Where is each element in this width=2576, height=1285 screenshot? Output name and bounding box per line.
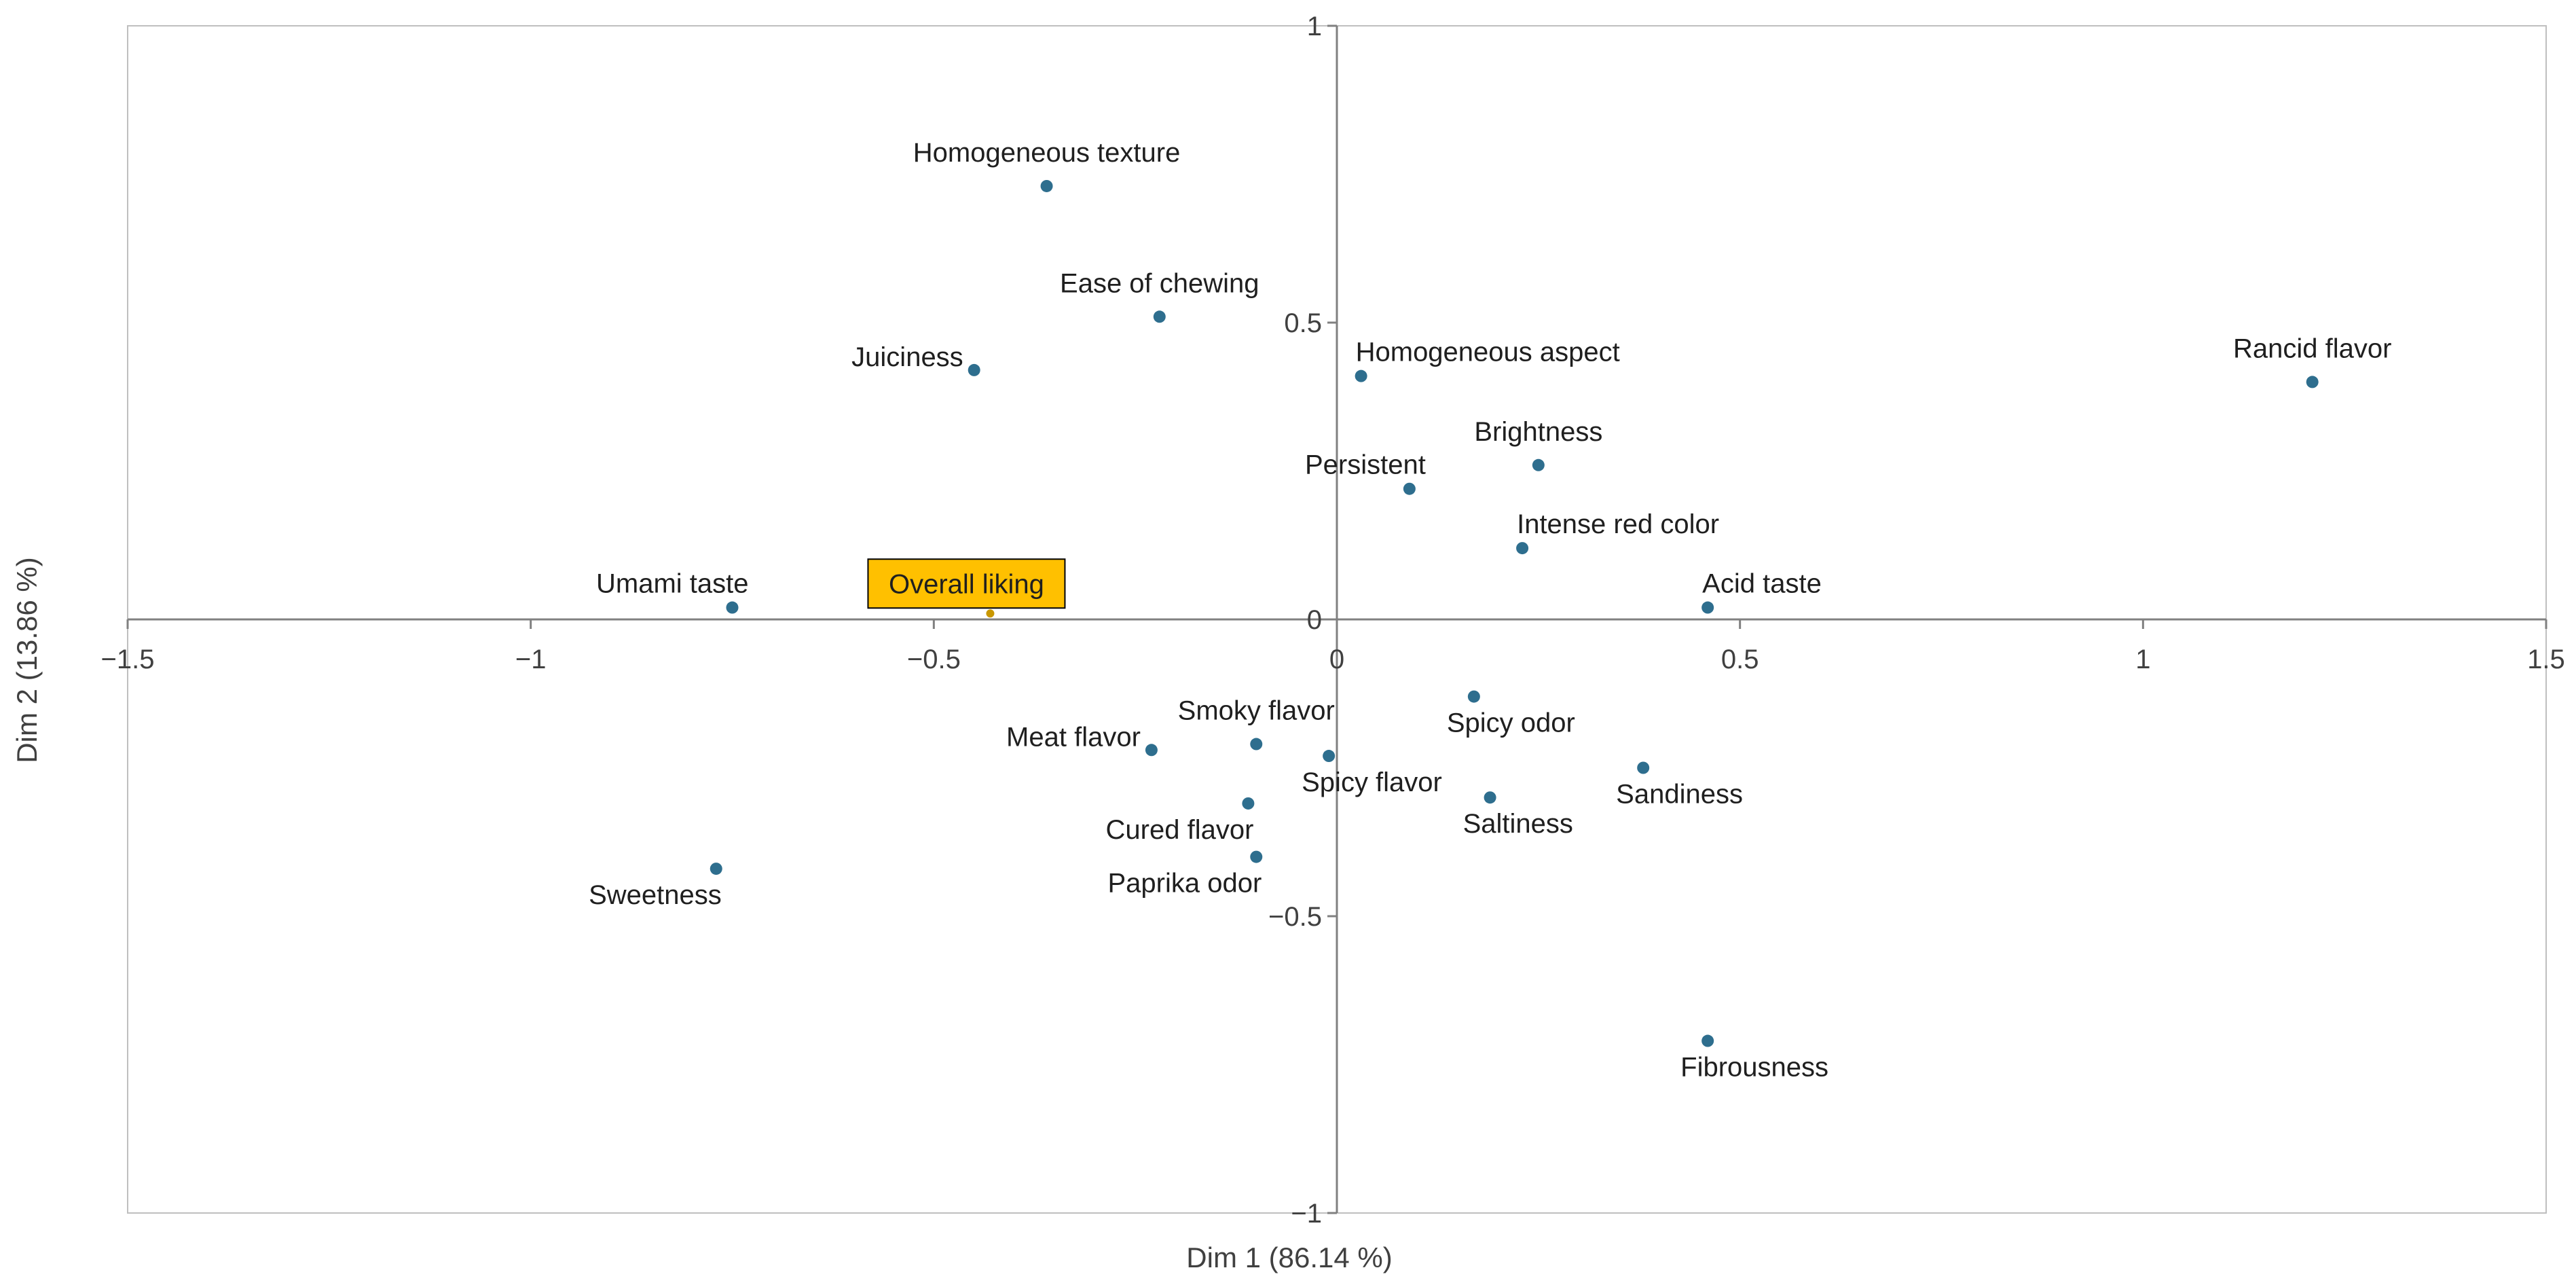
point-paprika-odor xyxy=(1250,850,1263,863)
x-tick-labels: −1.5 −1 −0.5 0 0.5 1 1.5 xyxy=(101,645,2565,674)
label-overall-liking: Overall liking xyxy=(889,569,1044,599)
highlight-box-overall-liking xyxy=(867,558,1066,609)
point-cured-flavor xyxy=(1242,797,1255,810)
point-intense-red-color xyxy=(1516,542,1529,555)
point-persistent xyxy=(1403,482,1416,495)
y-tick-label: 0.5 xyxy=(1284,308,1322,338)
label-rancid-flavor: Rancid flavor xyxy=(2233,333,2391,363)
label-fibrousness: Fibrousness xyxy=(1680,1053,1828,1083)
x-ticks xyxy=(126,619,2547,629)
y-tick-label: −1 xyxy=(1291,1199,1322,1229)
label-persistent: Persistent xyxy=(1305,450,1426,480)
label-spicy-odor: Spicy odor xyxy=(1447,708,1575,738)
label-intense-red-color: Intense red color xyxy=(1517,509,1719,539)
x-tick-label: 0 xyxy=(1329,645,1344,674)
label-acid-taste: Acid taste xyxy=(1702,569,1822,599)
y-ticks xyxy=(1327,24,1337,1214)
label-paprika-odor: Paprika odor xyxy=(1107,869,1262,899)
point-ease-of-chewing xyxy=(1153,310,1166,323)
point-smoky-flavor xyxy=(1250,738,1263,750)
label-brightness: Brightness xyxy=(1474,417,1602,447)
data-points xyxy=(710,179,2319,1047)
label-homogeneous-texture: Homogeneous texture xyxy=(913,138,1181,168)
point-saltiness xyxy=(1484,791,1496,804)
label-saltiness: Saltiness xyxy=(1463,809,1573,839)
x-tick-label: −1.5 xyxy=(101,645,155,674)
x-tick-label: 1 xyxy=(2135,645,2150,674)
point-juiciness xyxy=(968,363,980,376)
y-tick-labels: −1 −0.5 0 0.5 1 xyxy=(1268,12,1322,1229)
x-tick-label: −0.5 xyxy=(907,645,961,674)
point-brightness xyxy=(1532,458,1545,471)
x-axis-title: Dim 1 (86.14 %) xyxy=(1186,1242,1392,1273)
x-tick-label: −1 xyxy=(515,645,547,674)
point-acid-taste xyxy=(1701,601,1714,614)
point-rancid-flavor xyxy=(2306,376,2319,388)
label-juiciness: Juiciness xyxy=(851,342,963,372)
label-ease-of-chewing: Ease of chewing xyxy=(1060,268,1259,298)
label-umami-taste: Umami taste xyxy=(596,569,749,599)
y-tick-label: 0 xyxy=(1307,605,1322,635)
x-tick-label: 0.5 xyxy=(1721,645,1759,674)
y-tick-label: 1 xyxy=(1307,12,1322,41)
label-sweetness: Sweetness xyxy=(589,880,722,910)
point-spicy-flavor xyxy=(1323,750,1336,763)
x-tick-label: 1.5 xyxy=(2527,645,2565,674)
point-umami-taste xyxy=(726,601,739,614)
label-homogeneous-aspect: Homogeneous aspect xyxy=(1356,338,1620,367)
y-axis-title: Dim 2 (13.86 %) xyxy=(11,557,43,763)
point-fibrousness xyxy=(1701,1034,1714,1047)
label-cured-flavor: Cured flavor xyxy=(1106,815,1254,845)
point-spicy-odor xyxy=(1467,690,1480,703)
point-meat-flavor xyxy=(1145,744,1158,757)
label-smoky-flavor: Smoky flavor xyxy=(1178,696,1335,726)
label-spicy-flavor: Spicy flavor xyxy=(1302,767,1442,797)
label-sandiness: Sandiness xyxy=(1616,780,1743,810)
point-sweetness xyxy=(710,863,722,875)
label-meat-flavor: Meat flavor xyxy=(1006,722,1141,752)
point-homogeneous-aspect xyxy=(1355,369,1367,382)
data-labels: Homogeneous texture Ease of chewing Juicin… xyxy=(589,138,2391,1083)
point-overall-liking xyxy=(986,609,995,618)
point-homogeneous-texture xyxy=(1040,179,1053,192)
point-sandiness xyxy=(1637,761,1650,774)
y-tick-label: −0.5 xyxy=(1268,902,1322,932)
